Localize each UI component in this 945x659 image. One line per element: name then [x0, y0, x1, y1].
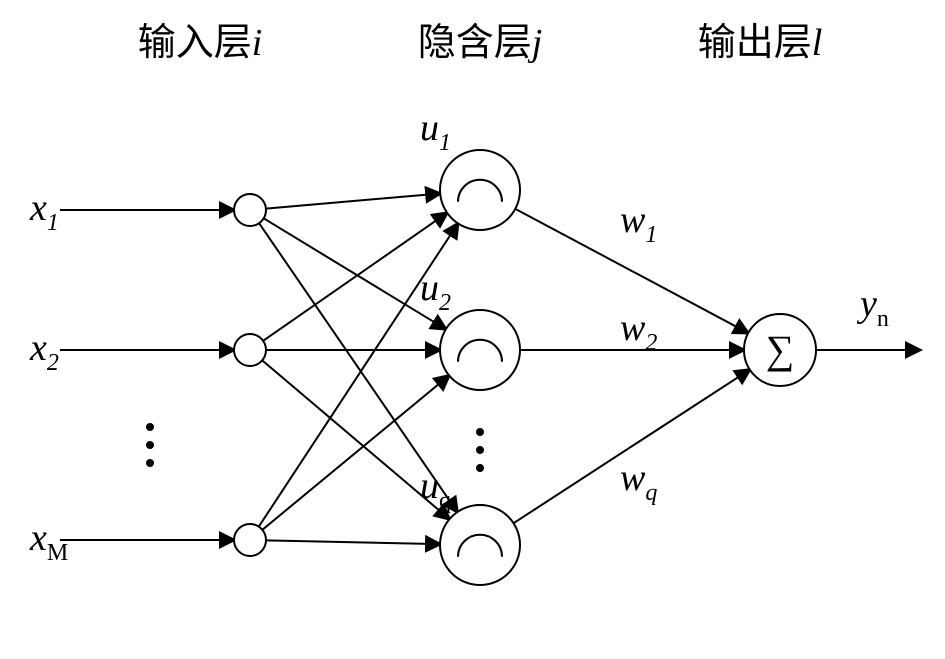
input-label-3: xM	[29, 517, 68, 566]
output-layer-title: 输出层l	[698, 22, 823, 64]
input-label-1: x1	[29, 187, 59, 236]
input-node-3	[234, 524, 266, 556]
edge	[266, 540, 440, 544]
ellipsis-dot	[476, 428, 484, 436]
edge	[266, 193, 440, 208]
ellipsis-dot	[146, 423, 154, 431]
input-node-2	[234, 334, 266, 366]
sigma-symbol: ∑	[766, 327, 795, 372]
input-label-2: x2	[29, 327, 59, 376]
weight-label-3: wq	[620, 457, 657, 506]
ellipsis-dot	[476, 464, 484, 472]
input-layer-title: 输入层i	[138, 22, 263, 64]
input-node-1	[234, 194, 266, 226]
hidden-layer-title: 隐含层j	[418, 22, 543, 64]
hidden-node-3	[440, 505, 520, 585]
hidden-node-2	[440, 310, 520, 390]
hidden-label-3: uq	[420, 465, 451, 514]
weight-label-2: w2	[620, 307, 657, 356]
ellipsis-dot	[476, 446, 484, 454]
ellipsis-dot	[146, 459, 154, 467]
hidden-label-2: u2	[420, 267, 451, 316]
weight-label-1: w1	[620, 199, 657, 248]
edge	[264, 218, 446, 329]
nodes: ∑	[234, 150, 816, 585]
ellipsis-dot	[146, 441, 154, 449]
hidden-node-1	[440, 150, 520, 230]
hidden-label-1: u1	[420, 107, 451, 156]
edge	[514, 370, 750, 524]
nn-diagram: 输入层i 隐含层j 输出层l ∑ x1 x2 xM u1 u2 uq w1 w2…	[0, 0, 945, 659]
output-label: yn	[856, 283, 889, 332]
